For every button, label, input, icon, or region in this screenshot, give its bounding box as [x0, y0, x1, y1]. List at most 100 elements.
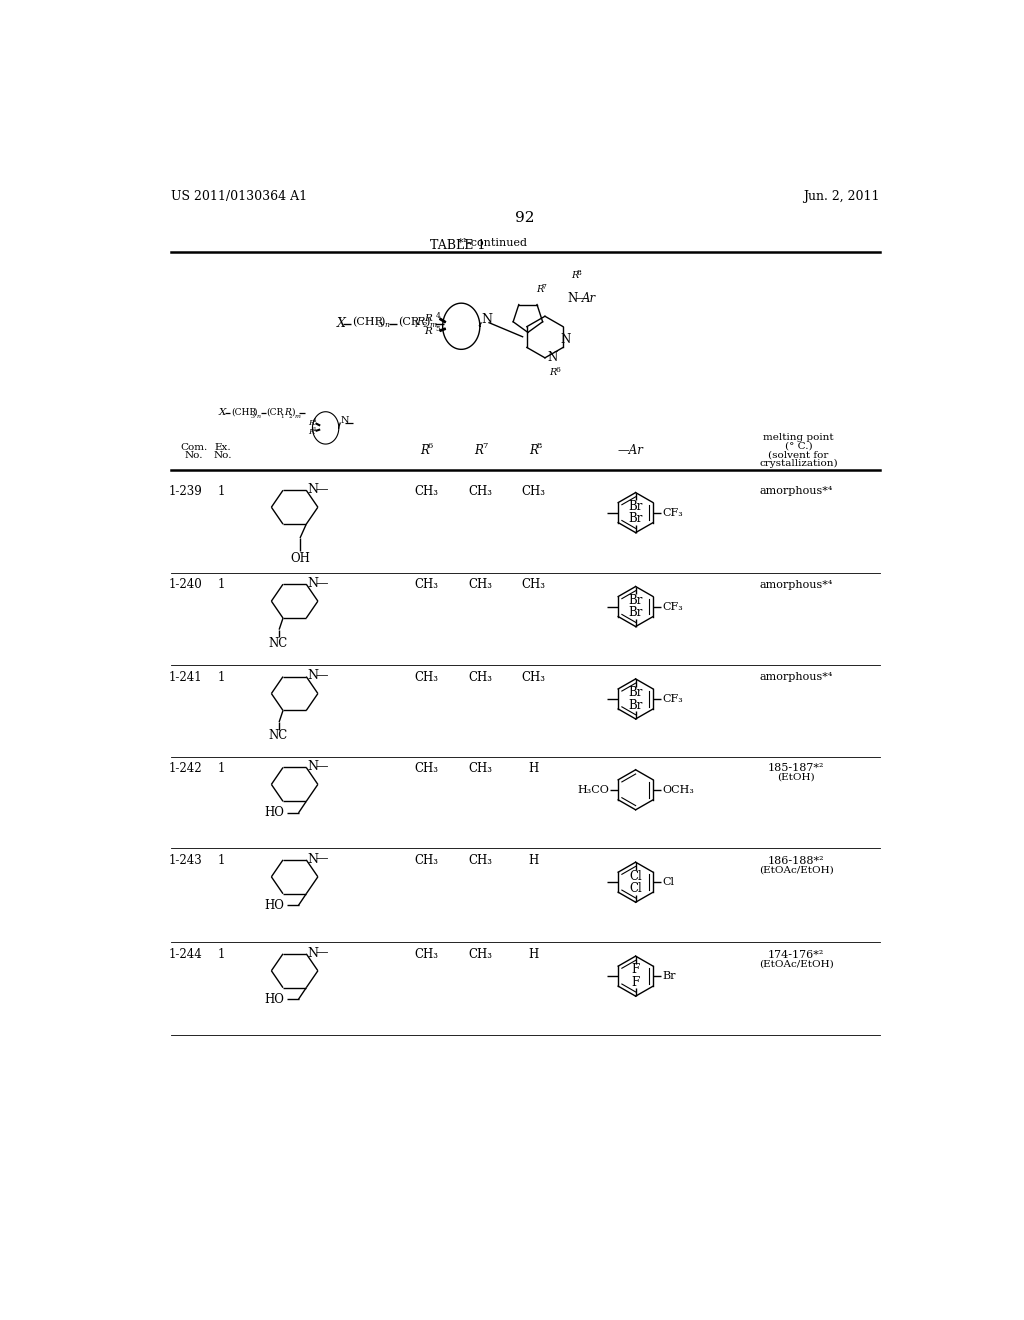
- Text: CH₃: CH₃: [415, 578, 438, 591]
- Text: ): ): [292, 408, 295, 417]
- Text: R: R: [308, 428, 314, 436]
- Text: *¹-continued: *¹-continued: [458, 238, 528, 248]
- Text: R: R: [550, 368, 557, 378]
- Text: —: —: [315, 669, 328, 682]
- Text: 185-187*²: 185-187*²: [768, 763, 824, 774]
- Text: CH₃: CH₃: [521, 578, 546, 591]
- Text: N: N: [567, 292, 578, 305]
- Text: R: R: [571, 271, 579, 280]
- Text: OH: OH: [290, 552, 310, 565]
- Text: —: —: [315, 577, 328, 590]
- Text: 8: 8: [536, 442, 542, 450]
- Text: CH₃: CH₃: [521, 671, 546, 684]
- Text: N: N: [308, 853, 318, 866]
- Text: Br: Br: [629, 512, 643, 525]
- Text: CF₃: CF₃: [663, 694, 683, 704]
- Text: CF₃: CF₃: [663, 508, 683, 517]
- Text: —: —: [315, 946, 328, 960]
- Text: melting point: melting point: [763, 433, 834, 442]
- Text: (° C.): (° C.): [784, 442, 812, 451]
- Text: N: N: [340, 416, 349, 425]
- Text: (EtOH): (EtOH): [777, 774, 815, 781]
- Text: Ex.: Ex.: [214, 442, 230, 451]
- Text: Br: Br: [629, 686, 643, 700]
- Text: Br: Br: [629, 698, 643, 711]
- Text: 1-241: 1-241: [168, 671, 202, 684]
- Text: No.: No.: [213, 451, 231, 461]
- Text: m: m: [295, 414, 300, 418]
- Text: 6: 6: [555, 366, 560, 374]
- Text: NC: NC: [268, 638, 287, 649]
- Text: 4: 4: [435, 313, 440, 321]
- Text: —: —: [574, 292, 587, 305]
- Text: HO: HO: [264, 807, 284, 820]
- Text: CH₃: CH₃: [521, 484, 546, 498]
- Text: 1-243: 1-243: [168, 854, 202, 867]
- Text: 8: 8: [577, 269, 582, 277]
- Text: H₃CO: H₃CO: [577, 785, 609, 795]
- Text: (EtOAc/EtOH): (EtOAc/EtOH): [759, 960, 834, 969]
- Text: 7: 7: [542, 282, 547, 290]
- Text: Com.: Com.: [180, 442, 208, 451]
- Text: 3: 3: [251, 414, 254, 418]
- Text: 5: 5: [435, 325, 440, 334]
- Text: crystallization): crystallization): [759, 459, 838, 467]
- Text: R: R: [424, 314, 432, 323]
- Text: 1: 1: [281, 414, 285, 418]
- Text: HO: HO: [264, 899, 284, 912]
- Text: N: N: [547, 351, 557, 363]
- Text: CH₃: CH₃: [469, 484, 493, 498]
- Text: R: R: [528, 444, 538, 457]
- Text: Br: Br: [629, 594, 643, 607]
- Text: 1: 1: [217, 762, 224, 775]
- Text: (CHR: (CHR: [231, 408, 256, 417]
- Text: amorphous*⁴: amorphous*⁴: [760, 672, 833, 682]
- Text: CH₃: CH₃: [469, 948, 493, 961]
- Text: F: F: [632, 975, 640, 989]
- Text: 4: 4: [312, 418, 316, 424]
- Text: CH₃: CH₃: [415, 762, 438, 775]
- Text: N: N: [308, 669, 318, 682]
- Text: (CR: (CR: [266, 408, 284, 417]
- Text: CH₃: CH₃: [415, 671, 438, 684]
- Text: 2: 2: [423, 322, 427, 330]
- Text: (EtOAc/EtOH): (EtOAc/EtOH): [759, 866, 834, 874]
- Text: R: R: [537, 285, 544, 294]
- Text: F: F: [632, 964, 640, 977]
- Text: R: R: [417, 317, 425, 326]
- Text: N: N: [560, 333, 570, 346]
- Text: X: X: [219, 408, 226, 417]
- Text: N: N: [308, 577, 318, 590]
- Text: N: N: [308, 946, 318, 960]
- Text: —: —: [315, 853, 328, 866]
- Text: n: n: [385, 322, 389, 330]
- Text: 186-188*²: 186-188*²: [768, 855, 824, 866]
- Text: Br: Br: [629, 606, 643, 619]
- Text: 1-240: 1-240: [168, 578, 202, 591]
- Text: CH₃: CH₃: [415, 948, 438, 961]
- Text: CH₃: CH₃: [469, 671, 493, 684]
- Text: R: R: [421, 444, 429, 457]
- Text: TABLE 1: TABLE 1: [430, 239, 485, 252]
- Text: HO: HO: [264, 993, 284, 1006]
- Text: 1: 1: [217, 578, 224, 591]
- Text: CH₃: CH₃: [415, 854, 438, 867]
- Text: n: n: [257, 414, 261, 418]
- Text: amorphous*⁴: amorphous*⁴: [760, 579, 833, 590]
- Text: CH₃: CH₃: [469, 854, 493, 867]
- Text: Cl: Cl: [630, 870, 642, 883]
- Text: 92: 92: [515, 211, 535, 226]
- Text: CH₃: CH₃: [469, 578, 493, 591]
- Text: CH₃: CH₃: [469, 762, 493, 775]
- Text: 1-244: 1-244: [168, 948, 202, 961]
- Text: amorphous*⁴: amorphous*⁴: [760, 486, 833, 496]
- Text: R: R: [424, 327, 432, 337]
- Text: 1: 1: [217, 671, 224, 684]
- Text: ): ): [381, 317, 385, 327]
- Text: 3: 3: [378, 322, 383, 330]
- Text: R: R: [308, 420, 314, 428]
- Text: 6: 6: [428, 442, 433, 450]
- Text: X: X: [337, 317, 346, 330]
- Text: N: N: [308, 483, 318, 496]
- Text: OCH₃: OCH₃: [663, 785, 694, 795]
